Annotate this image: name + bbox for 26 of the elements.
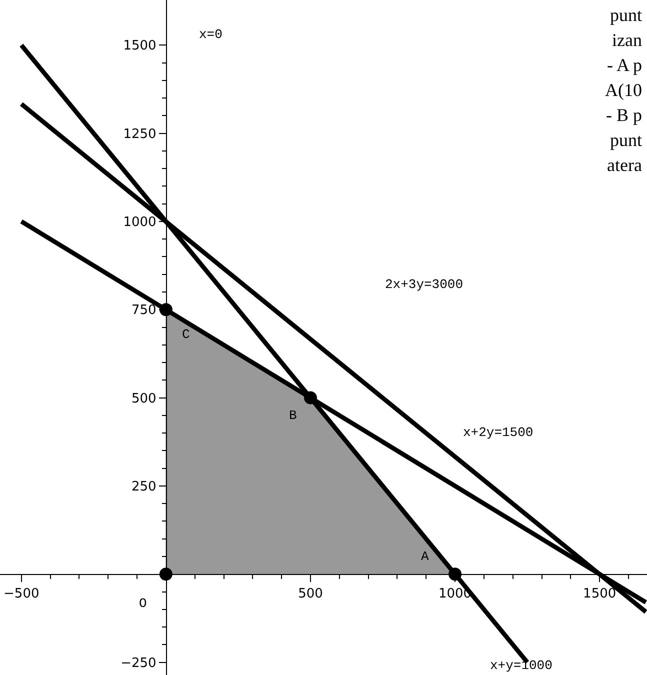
annotation: atera: [607, 155, 642, 175]
annotation: - A p: [607, 55, 642, 75]
point: [304, 391, 317, 404]
annotation: C: [182, 327, 190, 342]
y-tick-label: 250: [132, 480, 156, 495]
y-tick-label: 500: [132, 391, 156, 406]
y-tick-label: 750: [132, 303, 156, 318]
annotation: A(10: [605, 80, 642, 100]
y-tick-label: 1500: [123, 38, 156, 54]
annotation: - B p: [606, 105, 642, 125]
y-tick-label: 1250: [123, 126, 156, 142]
annotation: x+2y=1500: [463, 425, 534, 440]
annotation: punt: [610, 130, 642, 150]
x-tick-label: 1500: [583, 586, 616, 602]
annotation: x=0: [199, 27, 222, 42]
x-tick-label: −500: [4, 586, 40, 602]
annotation: punt: [610, 5, 642, 25]
y-tick-label: 1000: [123, 215, 156, 230]
x-tick-label: 500: [298, 586, 323, 602]
annotation: izan: [612, 30, 642, 50]
annotation: O: [139, 596, 147, 611]
annotation: x+y=1000: [490, 658, 552, 673]
annotation: A: [421, 549, 429, 564]
annotation: 2x+3y=3000: [385, 277, 464, 292]
annotation: B: [289, 408, 297, 423]
y-tick-label: −250: [120, 656, 156, 671]
